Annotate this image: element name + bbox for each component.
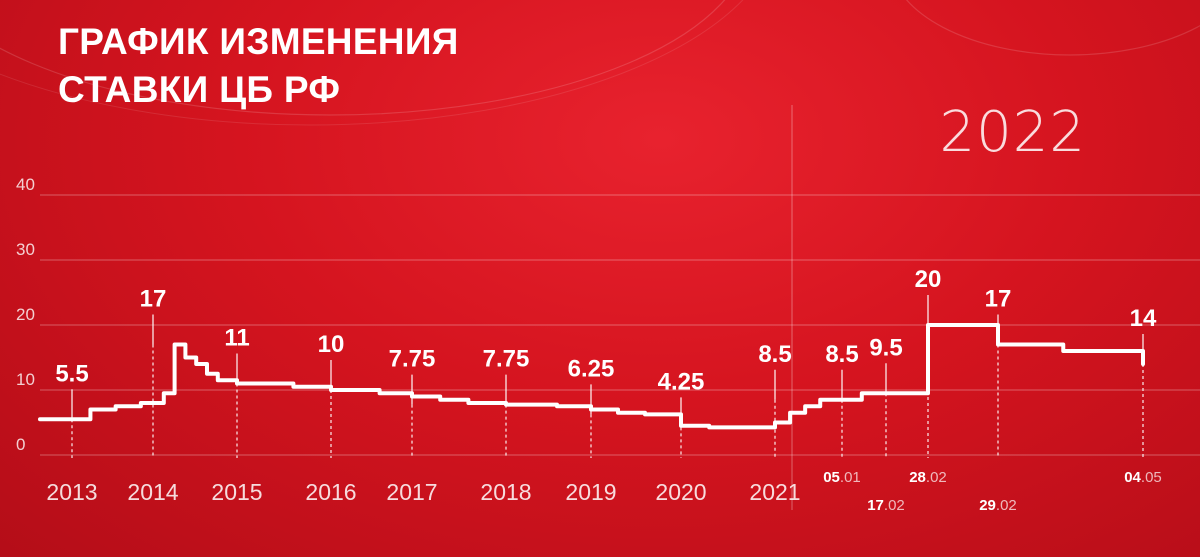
data-label: 8.5 [758, 341, 791, 368]
x-tick-year: 2017 [386, 479, 437, 505]
x-tick-year: 2020 [655, 479, 706, 505]
y-tick-label: 40 [16, 175, 35, 194]
x-tick-date: 05.01 [823, 469, 861, 486]
x-tick-year: 2019 [565, 479, 616, 505]
data-label: 10 [318, 331, 345, 358]
x-tick-date: 17.02 [867, 497, 905, 514]
y-tick-label: 30 [16, 240, 35, 259]
data-label: 8.5 [825, 341, 858, 368]
chart-title: ГРАФИК ИЗМЕНЕНИЯ СТАВКИ ЦБ РФ [58, 18, 459, 114]
data-label: 20 [915, 266, 942, 293]
x-tick-year: 2021 [749, 479, 800, 505]
data-label: 17 [985, 286, 1012, 313]
y-tick-label: 0 [16, 435, 25, 454]
x-tick-date: 04.05 [1124, 469, 1162, 486]
x-tick-year: 2013 [46, 479, 97, 505]
data-label: 4.25 [658, 368, 705, 395]
decorative-arcs [0, 0, 1200, 126]
data-label: 7.75 [483, 346, 530, 373]
x-tick-date: 29.02 [979, 497, 1017, 514]
data-label: 9.5 [869, 334, 902, 361]
data-label: 11 [224, 325, 249, 352]
y-tick-label: 20 [16, 305, 35, 324]
chart-title-line-2: СТАВКИ ЦБ РФ [58, 69, 341, 110]
data-label: 6.25 [568, 355, 615, 382]
chart-title-line-1: ГРАФИК ИЗМЕНЕНИЯ [58, 21, 459, 62]
x-tick-year: 2015 [211, 479, 262, 505]
data-label: 17 [140, 286, 167, 313]
x-tick-year: 2018 [480, 479, 531, 505]
rate-series-line [38, 323, 1145, 430]
data-label: 14 [1130, 305, 1157, 332]
year-2022-label: 2022 [939, 100, 1086, 165]
y-tick-label: 10 [16, 370, 35, 389]
data-label: 5.5 [55, 360, 88, 387]
x-tick-date: 28.02 [909, 469, 947, 486]
x-tick-year: 2014 [127, 479, 178, 505]
data-label: 7.75 [389, 346, 436, 373]
x-tick-year: 2016 [305, 479, 356, 505]
